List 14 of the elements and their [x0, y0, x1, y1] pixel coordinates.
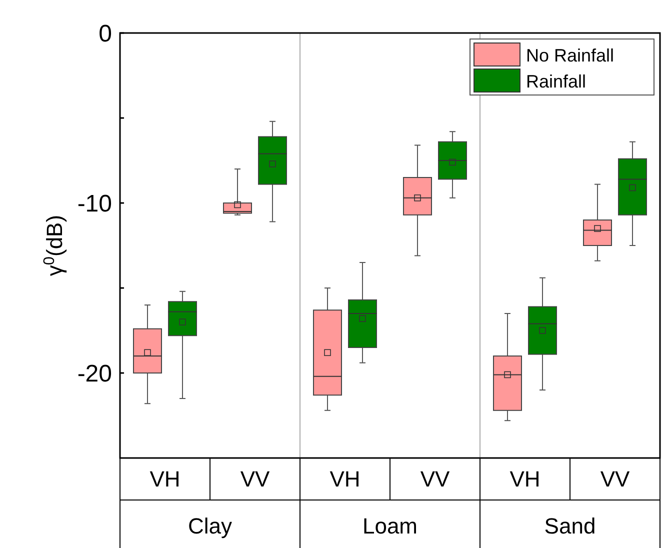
legend-label: Rainfall	[526, 71, 586, 92]
text: Loam	[362, 514, 418, 539]
legend-label: No Rainfall	[526, 45, 614, 66]
x-tick-label: VV	[600, 466, 630, 492]
y-tick-label: -10	[77, 190, 112, 218]
x-tick-label: VH	[150, 466, 180, 492]
y-tick-label: 0	[98, 20, 112, 48]
text: Clay	[188, 514, 232, 539]
x-tick-label: VV	[420, 466, 450, 492]
text: Sand	[544, 514, 596, 539]
y-tick-label: -20	[77, 360, 112, 388]
x-tick-label: VH	[330, 466, 360, 492]
x-tick-label: VV	[240, 466, 270, 492]
x-tick-label: VH	[510, 466, 540, 492]
